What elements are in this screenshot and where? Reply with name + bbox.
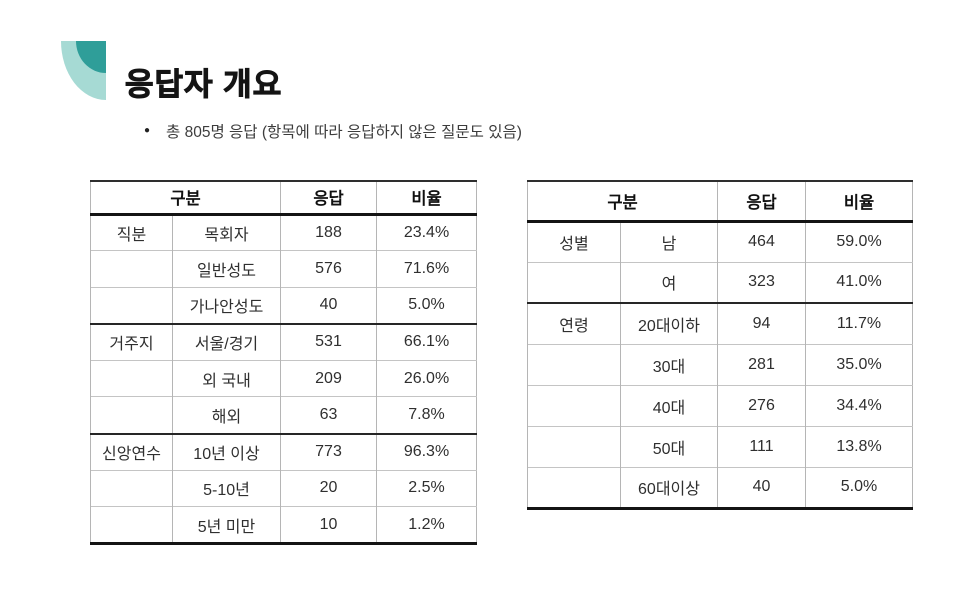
cell-group-label: 거주지 bbox=[90, 322, 173, 361]
cell-ratio: 71.6% bbox=[376, 250, 477, 288]
header-cell: 응답 bbox=[280, 181, 377, 216]
table-row: 거주지 서울/경기 531 66.1% bbox=[90, 322, 477, 361]
cell-ratio: 96.3% bbox=[376, 432, 477, 471]
cell-response-count: 40 bbox=[717, 466, 806, 508]
cell-category: 서울/경기 bbox=[172, 322, 281, 361]
page-title: 응답자 개요 bbox=[124, 66, 283, 102]
cell-group-label bbox=[527, 466, 621, 508]
cell-category: 남 bbox=[620, 220, 718, 262]
cell-ratio: 11.7% bbox=[805, 302, 913, 344]
table-row: 40대 276 34.4% bbox=[527, 384, 913, 426]
cell-ratio: 34.4% bbox=[805, 384, 913, 426]
cell-category: 외 국내 bbox=[172, 359, 281, 397]
cell-ratio: 26.0% bbox=[376, 359, 477, 397]
table-respondent-demographic: 구분 응답 비율 성별 남 464 59.0% 여 323 41.0% 연령 20대이하 94 11.7%… bbox=[527, 180, 913, 510]
cell-group-label bbox=[90, 469, 173, 507]
bullet-text: 총 805명 응답 (항목에 따라 응답하지 않은 질문도 있음) bbox=[166, 124, 522, 141]
cell-response-count: 464 bbox=[717, 220, 806, 262]
cell-response-count: 10 bbox=[280, 506, 377, 544]
cell-ratio: 23.4% bbox=[376, 213, 477, 251]
cell-group-label bbox=[90, 250, 173, 288]
cell-response-count: 20 bbox=[280, 469, 377, 507]
cell-response-count: 531 bbox=[280, 322, 377, 361]
cell-category: 해외 bbox=[172, 396, 281, 434]
table-row: 신앙연수 10년 이상 773 96.3% bbox=[90, 432, 477, 471]
bullet-item: ● 총 805명 응답 (항목에 따라 응답하지 않은 질문도 있음) bbox=[144, 120, 522, 142]
cell-group-label bbox=[90, 359, 173, 397]
cell-ratio: 5.0% bbox=[805, 466, 913, 508]
cell-category: 여 bbox=[620, 261, 718, 303]
header-cell: 구분 bbox=[90, 181, 281, 216]
cell-category: 5-10년 bbox=[172, 469, 281, 507]
cell-response-count: 576 bbox=[280, 250, 377, 288]
cell-category: 20대이하 bbox=[620, 302, 718, 344]
table-respondent-profile: 구분 응답 비율 직분 목회자 188 23.4% 일반성도 576 71.6% 가나안성도 40 5.… bbox=[90, 180, 477, 545]
cell-group-label: 연령 bbox=[527, 302, 621, 344]
cell-ratio: 41.0% bbox=[805, 261, 913, 303]
cell-response-count: 276 bbox=[717, 384, 806, 426]
table-row: 외 국내 209 26.0% bbox=[90, 359, 477, 397]
cell-group-label bbox=[527, 425, 621, 467]
cell-ratio: 7.8% bbox=[376, 396, 477, 434]
cell-category: 목회자 bbox=[172, 213, 281, 251]
data-table-right: 구분 응답 비율 성별 남 464 59.0% 여 323 41.0% 연령 20대이하 94 11.7%… bbox=[527, 180, 913, 510]
cell-ratio: 59.0% bbox=[805, 220, 913, 262]
cell-category: 10년 이상 bbox=[172, 432, 281, 471]
table-row: 일반성도 576 71.6% bbox=[90, 250, 477, 288]
cell-ratio: 13.8% bbox=[805, 425, 913, 467]
cell-category: 5년 미만 bbox=[172, 506, 281, 544]
table-row: 해외 63 7.8% bbox=[90, 396, 477, 434]
header-cell: 비율 bbox=[376, 181, 477, 216]
cell-response-count: 94 bbox=[717, 302, 806, 344]
table-row: 성별 남 464 59.0% bbox=[527, 220, 913, 262]
cell-group-label bbox=[90, 506, 173, 544]
cell-category: 일반성도 bbox=[172, 250, 281, 288]
cell-response-count: 323 bbox=[717, 261, 806, 303]
cell-category: 가나안성도 bbox=[172, 286, 281, 324]
cell-group-label bbox=[90, 396, 173, 434]
cell-group-label: 직분 bbox=[90, 213, 173, 251]
cell-group-label bbox=[527, 343, 621, 385]
header-cell: 구분 bbox=[527, 181, 718, 223]
table-row: 여 323 41.0% bbox=[527, 261, 913, 303]
table-row: 60대이상 40 5.0% bbox=[527, 466, 913, 508]
cell-ratio: 2.5% bbox=[376, 469, 477, 507]
cell-group-label: 신앙연수 bbox=[90, 432, 173, 471]
table-row: 50대 111 13.8% bbox=[527, 425, 913, 467]
table-row: 가나안성도 40 5.0% bbox=[90, 286, 477, 324]
header-cell: 응답 bbox=[717, 181, 806, 223]
cell-category: 30대 bbox=[620, 343, 718, 385]
cell-category: 40대 bbox=[620, 384, 718, 426]
table-row: 5년 미만 10 1.2% bbox=[90, 506, 477, 544]
cell-ratio: 66.1% bbox=[376, 322, 477, 361]
cell-response-count: 40 bbox=[280, 286, 377, 324]
cell-group-label bbox=[527, 384, 621, 426]
cell-response-count: 281 bbox=[717, 343, 806, 385]
bullet-dot-icon: ● bbox=[144, 125, 151, 136]
table-row: 30대 281 35.0% bbox=[527, 343, 913, 385]
data-table-left: 구분 응답 비율 직분 목회자 188 23.4% 일반성도 576 71.6% 가나안성도 40 5.… bbox=[90, 180, 477, 545]
table-row: 연령 20대이하 94 11.7% bbox=[527, 302, 913, 344]
cell-response-count: 773 bbox=[280, 432, 377, 471]
cell-group-label bbox=[527, 261, 621, 303]
cell-category: 50대 bbox=[620, 425, 718, 467]
header-row: 구분 응답 비율 bbox=[90, 181, 477, 216]
cell-response-count: 63 bbox=[280, 396, 377, 434]
cell-ratio: 35.0% bbox=[805, 343, 913, 385]
table-row: 5-10년 20 2.5% bbox=[90, 469, 477, 507]
cell-ratio: 1.2% bbox=[376, 506, 477, 544]
cell-group-label: 성별 bbox=[527, 220, 621, 262]
header-row: 구분 응답 비율 bbox=[527, 181, 913, 223]
quarter-circle-logo-icon bbox=[61, 41, 106, 100]
cell-response-count: 188 bbox=[280, 213, 377, 251]
table-row: 직분 목회자 188 23.4% bbox=[90, 213, 477, 251]
cell-group-label bbox=[90, 286, 173, 324]
cell-category: 60대이상 bbox=[620, 466, 718, 508]
cell-ratio: 5.0% bbox=[376, 286, 477, 324]
cell-response-count: 111 bbox=[717, 425, 806, 467]
header-cell: 비율 bbox=[805, 181, 913, 223]
cell-response-count: 209 bbox=[280, 359, 377, 397]
